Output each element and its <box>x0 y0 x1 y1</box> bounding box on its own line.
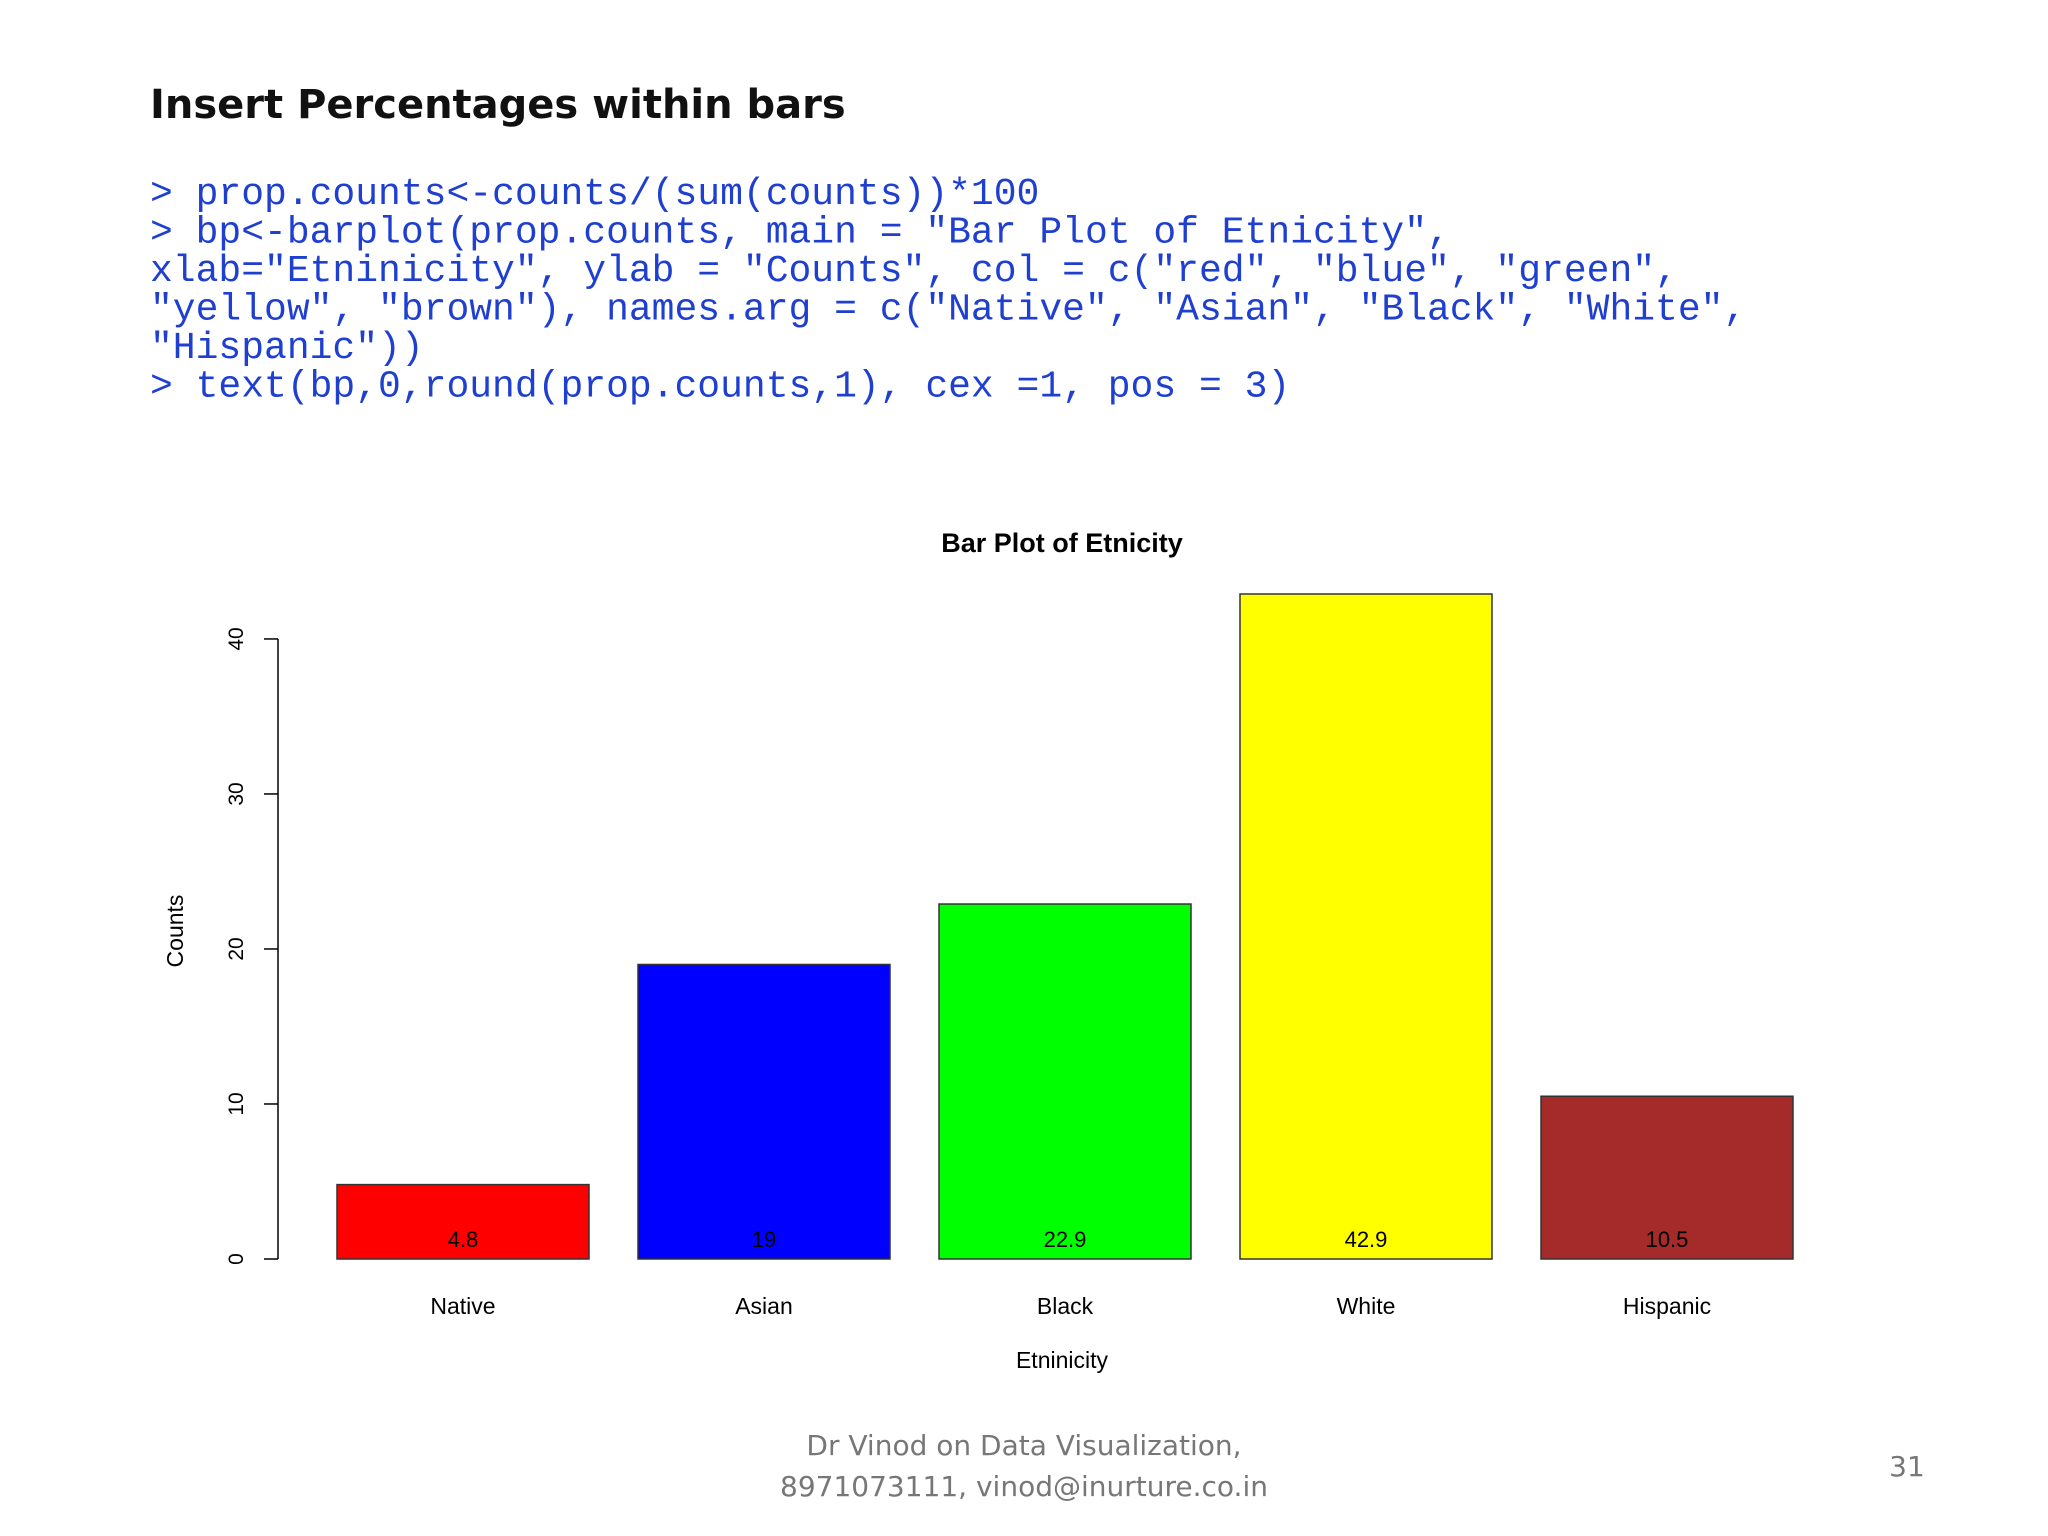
bar <box>938 903 1192 1260</box>
y-axis-label: Counts <box>162 895 188 968</box>
chart-title: Bar Plot of Etnicity <box>941 528 1183 558</box>
code-line: > prop.counts<-counts/(sum(counts))*100 <box>150 173 1039 216</box>
footer-line: 8971073111, vinod@inurture.co.in <box>780 1470 1268 1503</box>
bar <box>1540 1095 1794 1260</box>
y-tick-label: 10 <box>225 1092 248 1115</box>
value-label: 22.9 <box>1044 1227 1087 1252</box>
code-line: xlab="Etninicity", ylab = "Counts", col … <box>150 250 1678 293</box>
value-label: 42.9 <box>1345 1227 1388 1252</box>
x-tick-label: Asian <box>735 1293 793 1319</box>
x-tick-label: Native <box>430 1293 495 1319</box>
x-tick-label: Hispanic <box>1623 1293 1711 1319</box>
value-label: 10.5 <box>1646 1227 1689 1252</box>
footer-line: Dr Vinod on Data Visualization, <box>806 1429 1241 1462</box>
value-label: 19 <box>752 1227 776 1252</box>
y-tick-label: 30 <box>225 782 248 805</box>
bar <box>1239 593 1493 1260</box>
y-tick-label: 0 <box>225 1253 248 1265</box>
y-tick-label: 20 <box>225 937 248 960</box>
bar <box>336 1183 590 1260</box>
code-line: "yellow", "brown"), names.arg = c("Nativ… <box>150 289 1746 332</box>
code-line: > text(bp,0,round(prop.counts,1), cex =1… <box>150 366 1290 409</box>
code-line: > bp<-barplot(prop.counts, main = "Bar P… <box>150 212 1450 255</box>
bar <box>637 963 891 1260</box>
x-axis-label: Etninicity <box>1016 1347 1109 1373</box>
slide-title: Insert Percentages within bars <box>150 82 846 128</box>
code-line: "Hispanic")) <box>150 327 424 370</box>
y-tick-label: 40 <box>225 627 248 650</box>
value-label: 4.8 <box>448 1227 479 1252</box>
x-tick-label: White <box>1337 1293 1396 1319</box>
x-tick-label: Black <box>1037 1293 1094 1319</box>
page-number: 31 <box>1889 1450 1925 1483</box>
code-block: > prop.counts<-counts/(sum(counts))*100>… <box>150 173 1746 409</box>
